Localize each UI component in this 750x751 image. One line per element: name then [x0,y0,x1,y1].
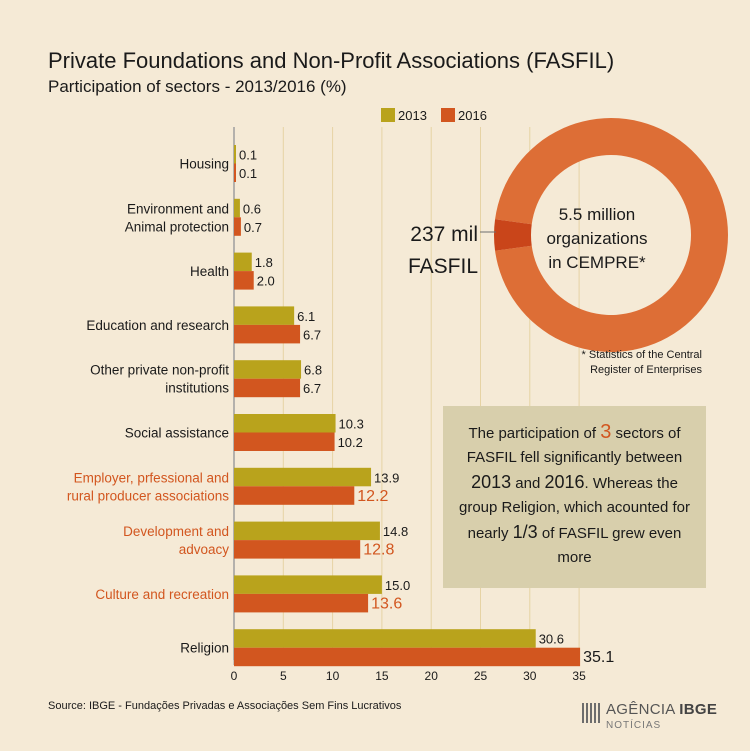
data-label-2013: 14.8 [383,524,408,539]
bar-2013 [234,145,236,164]
category-label: Social assistance [125,426,229,441]
bar-2016 [234,271,254,290]
note-text-4: of FASFIL grew even more [537,525,682,566]
bar-2013 [234,414,336,433]
bar-2013 [234,306,295,325]
bar-2016 [234,593,369,613]
category-label: rural producer associations [67,488,229,503]
data-label-2013: 30.6 [539,632,564,647]
donut-center-line-3: in CEMPRE* [548,253,646,272]
category-label: Employer, prfessional and [74,470,229,485]
data-label-2013: 0.6 [243,201,261,216]
x-tick-label: 5 [280,669,287,683]
bar-2013 [234,467,372,487]
data-label-2016: 12.2 [357,488,388,505]
data-label-2013: 15.0 [385,578,410,593]
bar-2016 [234,324,301,344]
bar-2013 [234,629,536,648]
x-tick-label: 15 [375,669,389,683]
category-label: Environment and [127,201,229,216]
bar-2016 [234,486,355,505]
note-number: 3 [600,421,612,443]
data-label-2016: 2.0 [257,274,275,289]
bar-2016 [234,163,236,182]
bar-2013 [234,575,382,594]
note-text-1: The participation of [468,425,601,442]
data-label-2013: 1.8 [255,255,273,270]
donut-fasfil-label-1: 237 mil [410,223,478,246]
data-label-2016: 0.1 [239,166,257,181]
category-label: Culture and recreation [95,587,229,602]
footnote-line-2: Register of Enterprises [590,364,702,376]
chart-title: Private Foundations and Non-Profit Assoc… [48,48,615,73]
data-label-2013: 6.8 [304,363,322,378]
note-year-2: 2016 [544,472,585,492]
logo-text: AGÊNCIA IBGE [606,701,717,718]
x-tick-label: 35 [572,669,586,683]
category-label: Education and research [86,318,229,333]
data-label-2013: 13.9 [374,470,399,485]
legend-swatch-2016 [441,108,455,122]
legend-label-2013: 2013 [398,108,427,123]
logo-subtext: NOTÍCIAS [606,720,662,731]
data-label-2013: 6.1 [297,309,315,324]
summary-note: The participation of 3 sectors of FASFIL… [443,406,706,588]
bar-2013 [234,360,302,379]
bar-2013 [234,198,240,218]
donut-ring-cempre [495,117,729,353]
category-label: Religion [180,641,229,656]
x-tick-label: 10 [326,669,340,683]
logo-word-1: AGÊNCIA [606,701,675,718]
donut-slice-fasfil [494,219,532,251]
data-label-2013: 10.3 [339,417,364,432]
note-fraction: 1/3 [512,522,538,542]
bar-2013 [234,521,380,541]
note-and: and [511,475,545,492]
x-tick-label: 0 [231,669,238,683]
data-label-2016: 12.8 [363,542,394,559]
agencia-ibge-logo: AGÊNCIA IBGE NOTÍCIAS [582,701,717,737]
note-text-3: . Whereas the group Religion, which acou… [459,475,690,542]
bar-2013 [234,252,252,272]
data-label-2016: 6.7 [303,327,321,342]
x-tick-label: 25 [474,669,488,683]
data-label-2016: 6.7 [303,381,321,396]
logo-mark-icon [582,703,602,723]
bar-2016 [234,378,301,398]
footnote-line-1: * Statistics of the Central [581,349,702,361]
category-label: institutions [165,381,229,396]
category-label: Development and [123,524,229,539]
category-label: Housing [179,157,229,172]
donut-fasfil-label-2: FASFIL [408,255,478,278]
note-year-1: 2013 [471,472,512,492]
logo-word-2: IBGE [679,701,718,718]
category-label: advoacy [179,542,230,557]
x-tick-label: 30 [523,669,537,683]
bar-2016 [234,432,335,451]
chart-subtitle: Participation of sectors - 2013/2016 (%) [48,77,347,96]
bar-2016 [234,540,361,559]
category-label: Health [190,264,229,279]
category-label: Animal protection [125,219,229,234]
note-text-2: sectors of FASFIL fell significantly bet… [466,425,683,466]
data-label-2016: 0.7 [244,220,262,235]
donut-center-line-1: 5.5 million [559,205,636,224]
footnote: * Statistics of the Central Register of … [520,348,702,378]
legend-swatch-2013 [381,108,395,122]
bar-2016 [234,217,241,236]
data-label-2016: 13.6 [371,595,402,612]
data-label-2013: 0.1 [239,148,257,163]
bar-2016 [234,647,581,667]
data-label-2016: 35.1 [583,649,614,666]
x-tick-label: 20 [425,669,439,683]
legend-label-2016: 2016 [458,108,487,123]
source-text: Source: IBGE - Fundações Privadas e Asso… [48,700,402,712]
data-label-2016: 10.2 [338,435,363,450]
donut-center-line-2: organizations [546,229,647,248]
category-label: Other private non-profit [90,363,229,378]
